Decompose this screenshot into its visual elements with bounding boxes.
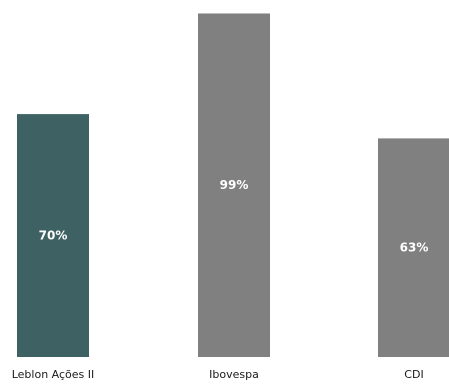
category-label-2: CDI (404, 368, 423, 381)
category-labels-group: Leblon Ações II Ibovespa CDI (12, 368, 424, 381)
bar-2 (378, 138, 449, 357)
category-label-0: Leblon Ações II (12, 368, 95, 381)
bar-value-label-0: 70% (39, 229, 68, 243)
value-labels-group: 70% 99% 63% (39, 178, 429, 254)
bar-0 (17, 114, 89, 357)
category-label-1: Ibovespa (209, 368, 259, 381)
bar-value-label-2: 63% (400, 241, 429, 255)
bars-group (17, 13, 449, 357)
bar-value-label-1: 99% (220, 178, 249, 192)
bar-1 (198, 13, 270, 357)
